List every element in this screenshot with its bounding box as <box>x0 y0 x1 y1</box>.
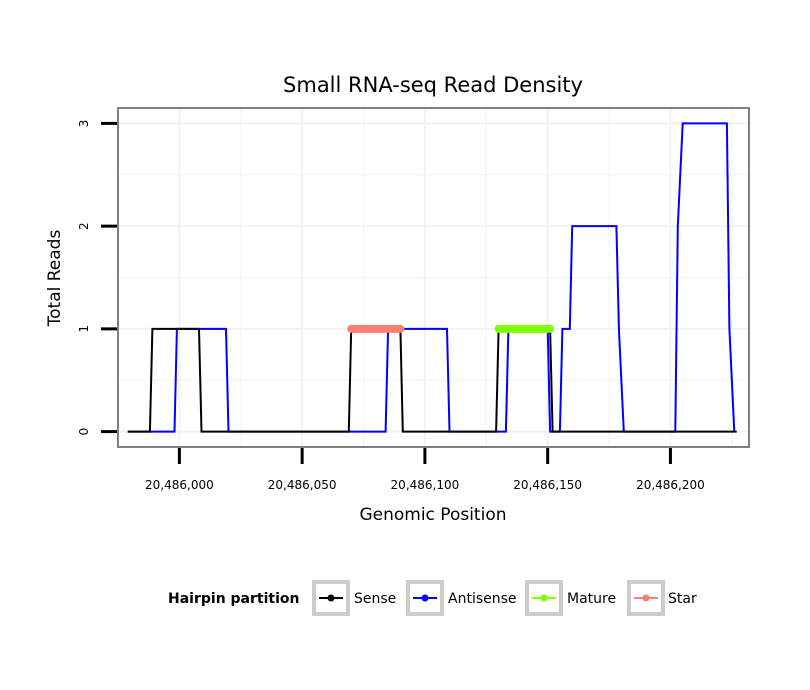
x-tick-label: 20,486,100 <box>391 478 460 492</box>
x-axis: 20,486,000 20,486,050 20,486,100 20,486,150… <box>145 448 705 492</box>
x-tick-label: 20,486,150 <box>513 478 582 492</box>
legend-title: Hairpin partition <box>168 591 299 607</box>
y-axis: 0 1 2 3 <box>77 120 117 436</box>
y-tick-label: 2 <box>77 222 91 230</box>
y-tick-label: 1 <box>77 325 91 333</box>
plot-border <box>117 107 750 448</box>
legend-key-point <box>327 594 335 602</box>
y-axis-title: Total Reads <box>45 230 65 328</box>
y-tick-label: 3 <box>77 120 91 128</box>
x-axis-title: Genomic Position <box>359 505 506 525</box>
legend-label-star: Star <box>668 591 697 607</box>
x-tick-label: 20,486,200 <box>636 478 705 492</box>
legend-key-point <box>642 594 650 602</box>
legend-key-point <box>540 594 548 602</box>
x-tick-label: 20,486,000 <box>145 478 214 492</box>
y-tick-label: 0 <box>77 428 91 436</box>
chart-title: Small RNA-seq Read Density <box>283 73 583 97</box>
legend-label-antisense: Antisense <box>448 591 517 607</box>
legend-key-point <box>421 594 429 602</box>
series-lines <box>127 122 737 433</box>
legend-label-mature: Mature <box>567 591 616 607</box>
legend: Hairpin partition Sense Antisense Mature St… <box>168 580 697 616</box>
x-tick-label: 20,486,050 <box>268 478 337 492</box>
legend-label-sense: Sense <box>354 591 396 607</box>
